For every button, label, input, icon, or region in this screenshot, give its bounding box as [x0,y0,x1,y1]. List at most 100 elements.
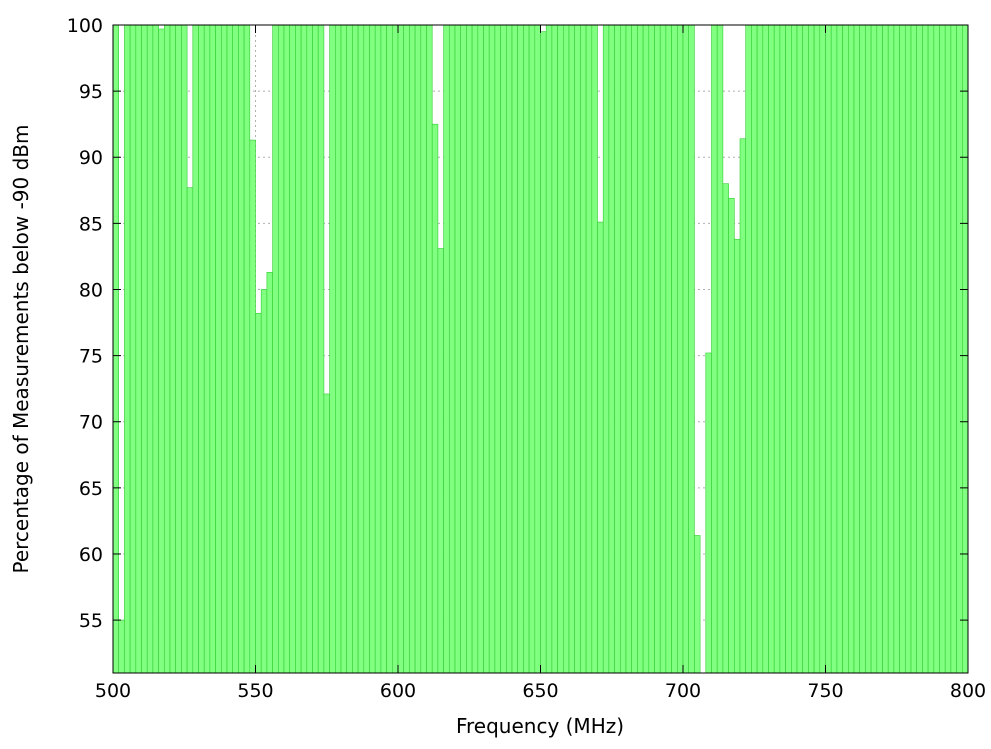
bar [483,24,490,674]
bar [631,24,638,674]
y-tick-label: 80 [79,279,103,301]
bar [785,24,792,674]
bar [295,24,302,674]
bar [374,24,382,674]
bar [557,24,564,674]
bar [853,24,860,674]
bar [112,24,119,674]
bar [232,24,239,674]
bar [403,24,410,674]
x-tick-label: 500 [95,680,131,702]
y-tick-label: 65 [79,478,103,500]
y-tick-label: 100 [67,15,103,37]
bar [266,271,273,674]
bar [619,24,627,674]
bar [939,24,946,674]
bar [876,24,883,674]
bar [317,24,325,674]
bar [836,24,843,674]
bar [494,24,501,674]
bar [409,24,416,674]
bar [694,535,701,674]
bar [471,24,479,674]
bar [870,24,878,674]
bar [369,24,376,674]
bar [796,24,803,674]
bar [625,24,632,674]
y-tick-label: 95 [79,81,103,103]
bar [540,31,547,674]
bar [961,24,969,674]
bar [118,619,125,674]
y-tick-label: 70 [79,412,103,434]
bar [505,24,513,674]
bar [169,24,176,674]
bar [528,24,536,674]
bar [289,24,296,674]
bar [391,24,399,674]
bar [534,24,541,674]
bar [893,24,900,674]
x-tick-label: 800 [950,680,986,702]
bar [329,24,336,674]
bar [716,24,724,674]
bar [164,24,171,674]
bar [756,24,764,674]
bar [255,312,262,674]
bar [865,24,872,674]
bar [323,393,330,674]
bar [705,352,712,674]
bar [352,24,359,674]
y-tick-label: 75 [79,346,103,368]
bar [614,24,621,674]
bar [135,24,142,674]
bar [500,24,507,674]
bar [334,24,342,674]
bar [608,24,615,674]
bar [739,138,746,674]
bar [152,24,159,674]
bar [249,139,256,674]
y-tick-label: 60 [79,544,103,566]
bar [659,24,667,674]
bar [916,24,923,674]
bar [585,24,593,674]
bar [238,24,245,674]
bar [597,221,604,674]
bar [745,24,752,674]
bar [386,24,393,674]
bar [346,24,353,674]
bar [665,24,672,674]
bar [899,24,906,674]
bar [129,24,137,674]
bar [141,24,148,674]
bar [226,24,233,674]
bar [260,289,268,674]
bar [950,24,957,674]
bar [580,24,587,674]
bar [460,24,467,674]
bar [300,24,308,674]
bar [397,24,404,674]
bar [272,24,279,674]
bar [340,24,347,674]
bar [312,24,319,674]
bar [448,24,456,674]
bar [768,24,775,674]
bar [751,24,758,674]
bar [523,24,530,674]
bar [124,24,131,674]
bar [779,24,786,674]
bar [671,24,678,674]
bars [112,24,969,674]
bar [431,123,439,674]
bar [847,24,855,674]
bar [733,238,741,674]
bar [808,24,815,674]
bar [887,24,895,674]
bar [306,24,313,674]
bar [790,24,798,674]
bar [711,24,718,674]
bar [944,24,952,674]
bar [904,24,912,674]
